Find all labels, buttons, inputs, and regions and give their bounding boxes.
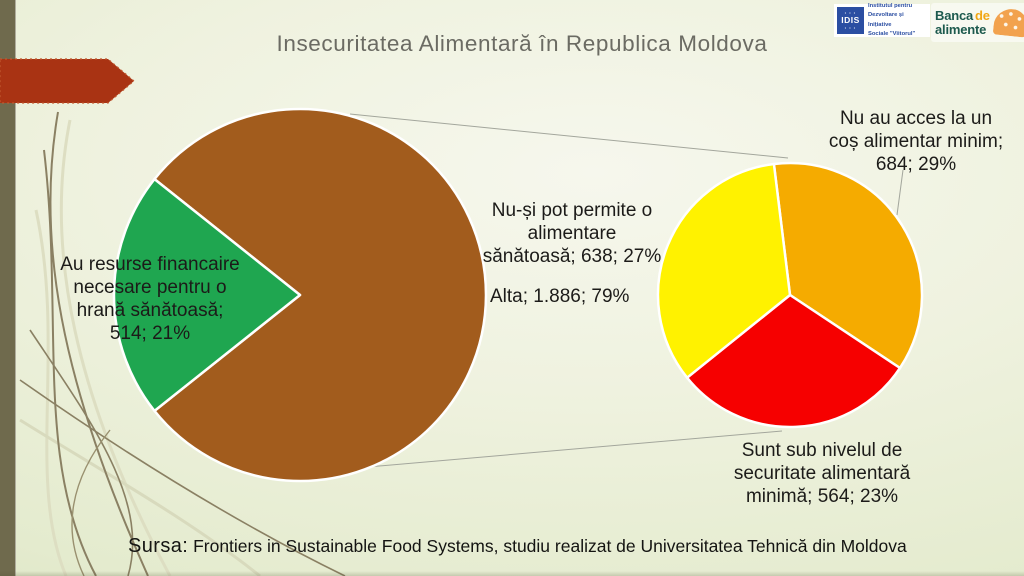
label-line: Sunt sub nivelul de: [741, 440, 903, 461]
arrow-banner: [0, 58, 135, 104]
idis-line: Institutul pentru: [868, 2, 913, 9]
label-line: Nu-și pot permite o: [491, 200, 653, 221]
label-resurse-financiare: Au resurse financaire necesare pentru o …: [34, 253, 266, 345]
banca-word: alimente: [935, 21, 987, 37]
label-nu-permit-alimentare: Nu-și pot permite o alimentare sănătoasă…: [476, 199, 668, 268]
label-line: 684; 29%: [875, 154, 957, 175]
label-fara-acces-cos: Nu au acces la un coș alimentar minim; 6…: [816, 107, 1016, 176]
idis-stars-icon: • • •: [844, 10, 857, 16]
label-line: securitate alimentară: [733, 463, 911, 484]
series-line-top: [349, 113, 789, 159]
idis-line: Dezvoltare și Inițiative: [868, 12, 904, 28]
label-alta: Alta; 1.886; 79%: [490, 286, 630, 307]
series-line-bottom: [355, 430, 783, 469]
label-line: minimă; 564; 23%: [745, 486, 899, 507]
banca-word-de: de: [975, 7, 990, 23]
banca-de-alimente-logo: Banca de alimente: [931, 3, 1024, 42]
label-line: sănătoasă; 638; 27%: [482, 246, 662, 267]
sidebar-accent-bar: [0, 0, 16, 576]
source-label: Sursa:: [128, 535, 189, 557]
idis-acronym: IDIS: [841, 15, 860, 26]
pie-slice-fara-acces-cos-minim: [772, 161, 924, 370]
label-sub-nivel-securitate: Sunt sub nivelul de securitate alimentar…: [702, 439, 942, 508]
pie-slice-alta: [153, 107, 488, 483]
secondary-pie: [656, 161, 924, 429]
label-line: coș alimentar minim;: [828, 131, 1004, 152]
banca-logo-text: Banca de alimente: [935, 9, 990, 36]
main-pie: [112, 107, 488, 483]
label-line: Au resurse financaire: [60, 254, 240, 275]
label-line: Nu au acces la un: [839, 108, 993, 129]
pie-slice-resurse-financiare: [112, 177, 302, 413]
idis-logo-text: Institutul pentru Dezvoltare și Inițiati…: [868, 2, 927, 39]
idis-stars-icon: • • •: [844, 24, 857, 30]
idis-logo-mark: • • • IDIS • • •: [837, 7, 864, 34]
idis-line: Sociale "Viitorul": [868, 30, 916, 37]
label-line: alimentare: [527, 223, 617, 244]
banca-word: Banca: [935, 7, 974, 23]
idis-logo: • • • IDIS • • • Institutul pentru Dezvo…: [834, 2, 930, 39]
source-line: Sursa: Frontiers in Sustainable Food Sys…: [128, 535, 988, 558]
pie-slice-nu-permit-alimentare: [656, 162, 792, 379]
label-line: 514; 21%: [109, 323, 191, 344]
page-title: Insecuritatea Alimentară în Republica Mo…: [276, 31, 768, 56]
leader-line-top-right: [896, 169, 904, 216]
label-line: necesare pentru o: [73, 277, 227, 298]
source-text: Frontiers in Sustainable Food Systems, s…: [188, 536, 907, 556]
label-line: hrană sănătoasă;: [76, 300, 224, 321]
pie-slice-sub-nivel-securitate: [685, 293, 902, 429]
